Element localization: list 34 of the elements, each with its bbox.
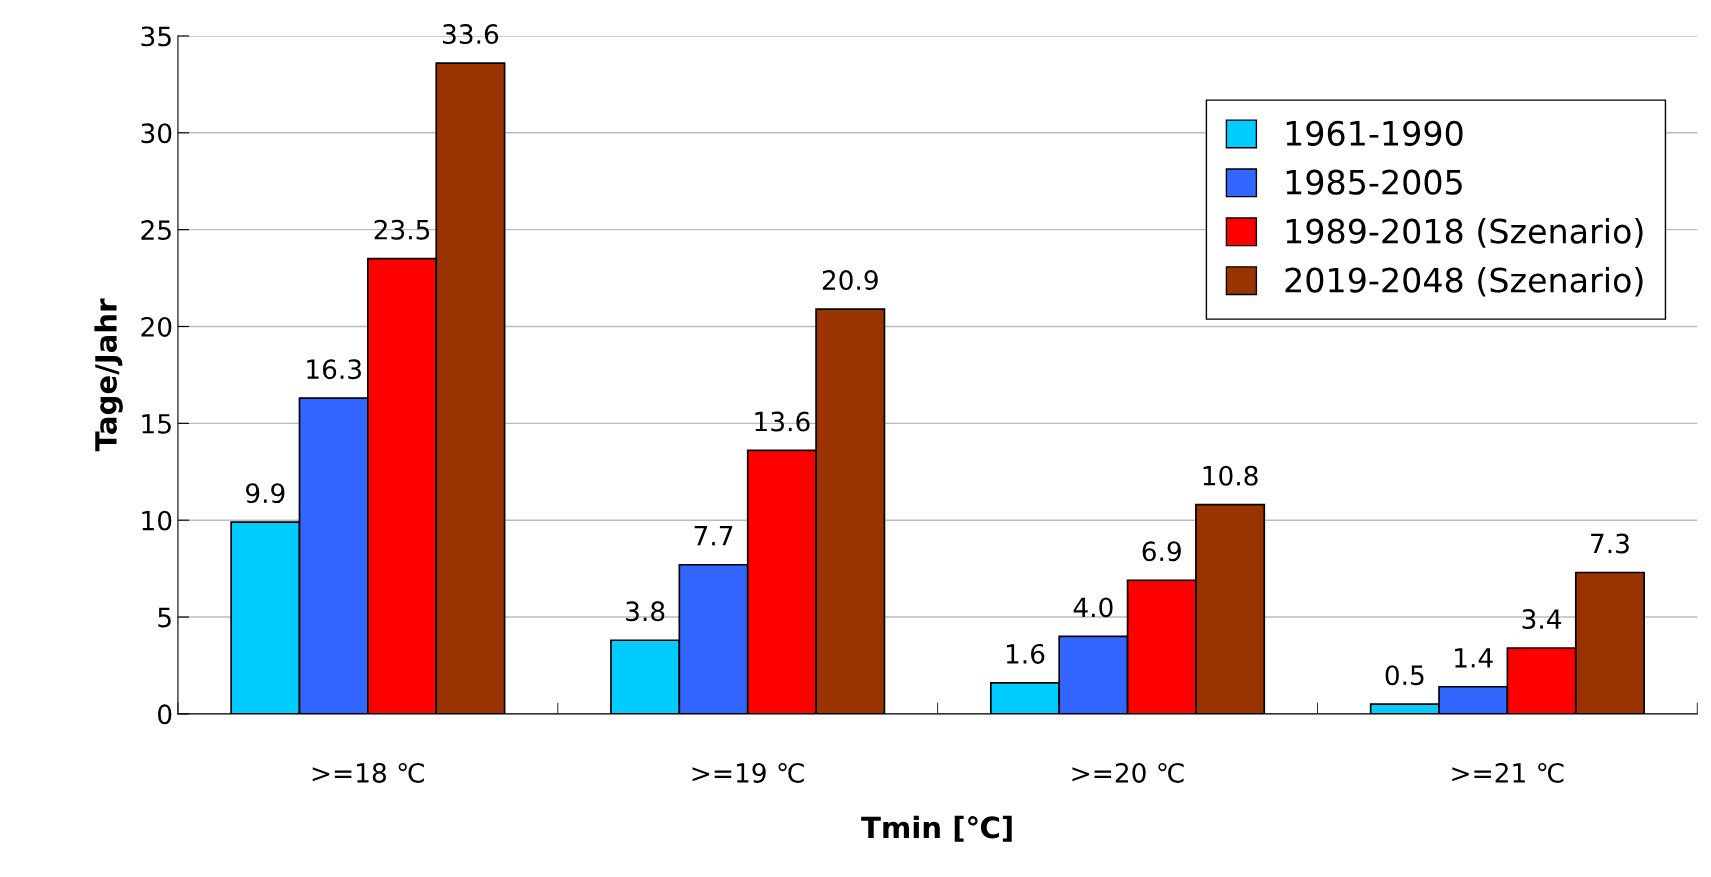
x-axis-title: Tmin [℃]	[861, 815, 1012, 842]
y-tick-label: 25	[141, 220, 171, 241]
y-tick-label: 20	[141, 316, 172, 337]
data-label: 1.6	[1006, 643, 1045, 664]
legend-label: 2019-2048 (Szenario)	[1285, 266, 1643, 297]
data-label: 7.7	[694, 526, 733, 546]
data-label: 33.6	[443, 24, 499, 45]
x-tick-label: >=21 ℃	[1452, 762, 1564, 783]
x-tick-label: >=20 ℃	[1072, 762, 1184, 783]
data-label: 3.8	[626, 601, 665, 622]
legend-label: 1961-1990	[1286, 120, 1463, 146]
data-label: 10.8	[1203, 465, 1258, 486]
data-label: 6.9	[1142, 541, 1181, 562]
legend-label: 1989-2018 (Szenario)	[1286, 217, 1643, 248]
legend-label: 1985-2005	[1286, 169, 1462, 195]
x-tick-label: >=18 ℃	[312, 762, 424, 783]
y-tick-label: 5	[158, 607, 171, 628]
data-label: 20.9	[822, 270, 878, 291]
data-label: 7.3	[1591, 533, 1629, 554]
data-label: 4.0	[1073, 597, 1113, 618]
y-tick-label: 10	[142, 510, 172, 531]
data-label: 13.6	[755, 411, 810, 432]
y-tick-label: 0	[158, 704, 172, 725]
y-tick-label: 15	[142, 414, 171, 434]
data-label: 23.5	[374, 219, 430, 240]
data-label: 0.5	[1385, 665, 1424, 686]
data-label: 3.4	[1522, 609, 1562, 630]
data-label: 16.3	[307, 359, 361, 380]
y-tick-label: 30	[141, 123, 172, 144]
y-tick-label: 35	[141, 26, 171, 47]
data-label: 1.4	[1455, 648, 1493, 668]
data-label: 9.9	[245, 483, 285, 504]
x-tick-label: >=19 ℃	[692, 762, 804, 783]
y-axis-title: Tage/Jahr	[94, 298, 123, 452]
